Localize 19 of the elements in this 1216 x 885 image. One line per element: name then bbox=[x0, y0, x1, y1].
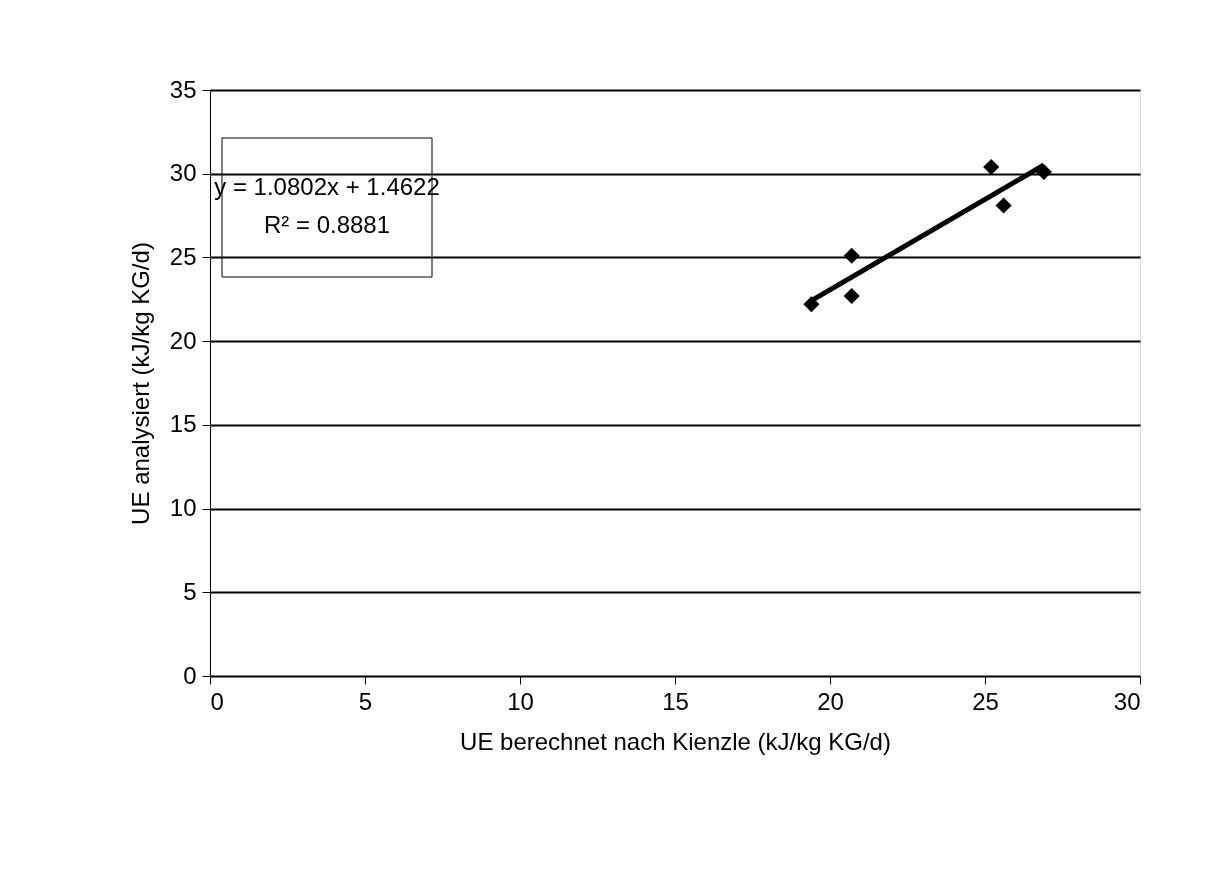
x-tick-label: 20 bbox=[817, 687, 844, 715]
y-tick-label: 5 bbox=[183, 577, 197, 605]
y-tick-label: 35 bbox=[169, 75, 197, 103]
y-tick-label: 10 bbox=[169, 494, 197, 522]
annotation: y = 1.0802x + 1.4622 bbox=[214, 173, 440, 200]
y-tick-label: 30 bbox=[169, 159, 197, 187]
x-tick-label: 25 bbox=[972, 687, 999, 715]
x-axis-title: UE berechnet nach Kienzle (kJ/kg KG/d) bbox=[460, 727, 891, 755]
x-tick-label: 30 bbox=[1113, 687, 1141, 715]
x-tick-label: 5 bbox=[358, 687, 373, 715]
annotation: R² = 0.8881 bbox=[263, 211, 391, 238]
y-tick-label: 25 bbox=[169, 242, 197, 270]
x-tick-label: 15 bbox=[662, 687, 689, 715]
y-tick-label: 15 bbox=[169, 410, 197, 438]
y-axis-title: UE analysiert (kJ/kg KG/d) bbox=[126, 242, 154, 525]
y-tick-label: 0 bbox=[183, 661, 197, 689]
x-tick-label: 0 bbox=[210, 687, 224, 715]
x-tick-label: 10 bbox=[507, 687, 534, 715]
y-tick-label: 20 bbox=[169, 326, 197, 354]
